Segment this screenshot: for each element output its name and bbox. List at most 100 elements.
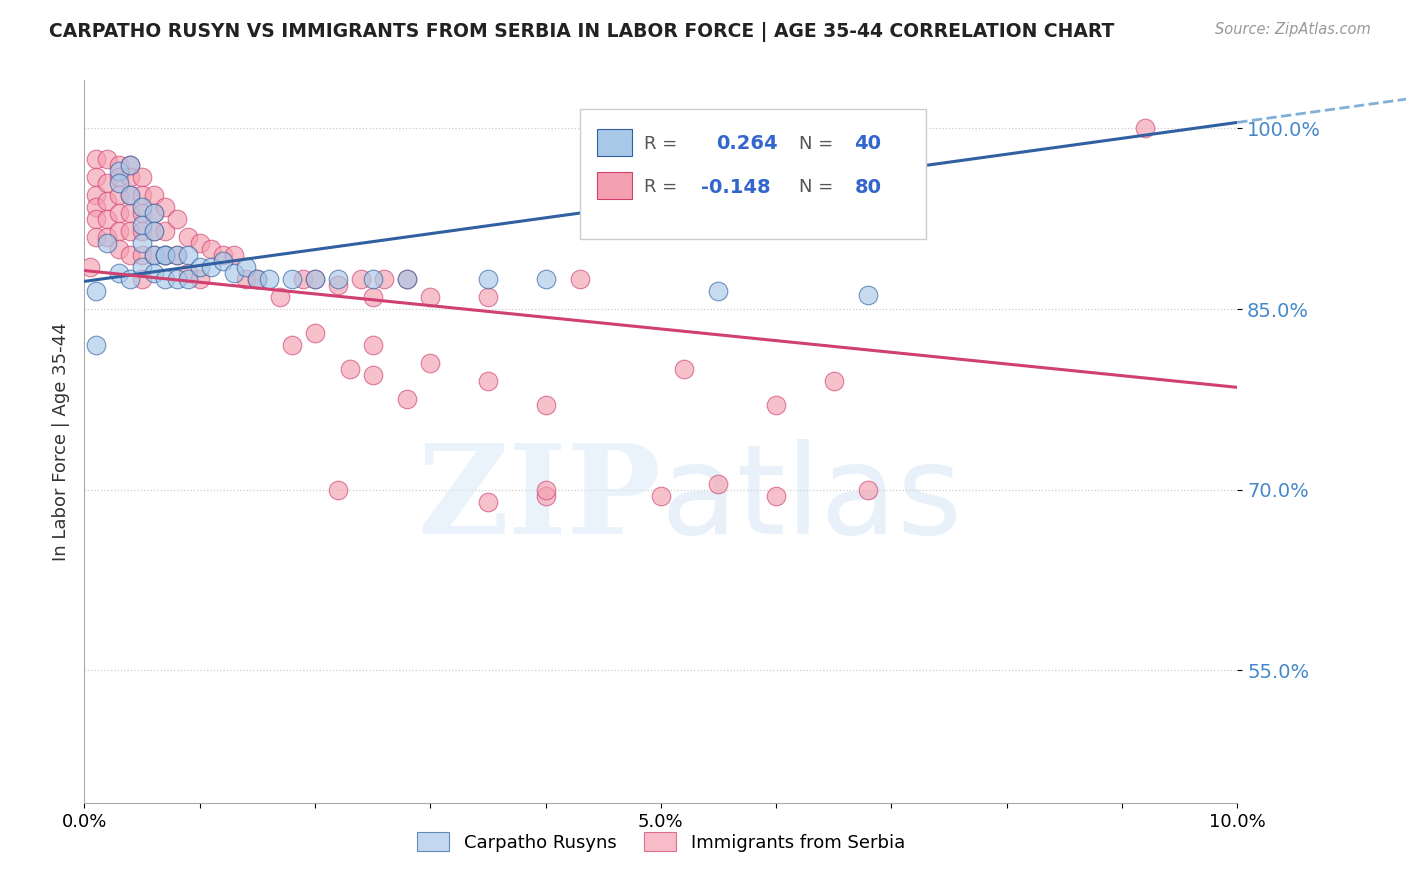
Point xyxy=(361,272,384,286)
Point xyxy=(246,272,269,286)
Point xyxy=(534,272,557,286)
Point xyxy=(142,248,165,262)
Point xyxy=(142,224,165,238)
Point xyxy=(177,272,200,286)
Point xyxy=(108,169,131,184)
Point xyxy=(120,158,142,172)
Point xyxy=(142,205,165,219)
Point xyxy=(246,272,269,286)
Point xyxy=(131,187,153,202)
Bar xyxy=(598,172,633,200)
Text: 0.264: 0.264 xyxy=(716,135,778,153)
Point xyxy=(108,163,131,178)
Point xyxy=(534,489,557,503)
Point xyxy=(153,248,176,262)
Point xyxy=(84,284,107,298)
Point xyxy=(108,266,131,280)
Point xyxy=(361,338,384,352)
Text: Source: ZipAtlas.com: Source: ZipAtlas.com xyxy=(1215,22,1371,37)
Point xyxy=(120,272,142,286)
FancyBboxPatch shape xyxy=(581,109,927,239)
Point xyxy=(142,205,165,219)
Text: -0.148: -0.148 xyxy=(702,178,770,197)
Point xyxy=(707,284,730,298)
Point xyxy=(142,248,165,262)
Point xyxy=(235,272,257,286)
Point xyxy=(120,187,142,202)
Point xyxy=(166,272,188,286)
Text: 80: 80 xyxy=(855,178,882,197)
Point xyxy=(281,272,304,286)
Point xyxy=(84,338,107,352)
Point xyxy=(373,272,395,286)
Point xyxy=(153,272,176,286)
Point xyxy=(211,254,233,268)
Point xyxy=(84,200,107,214)
Point xyxy=(188,272,211,286)
Point xyxy=(96,235,118,250)
Point xyxy=(200,260,222,274)
Point xyxy=(120,224,142,238)
Bar xyxy=(598,128,633,156)
Point xyxy=(326,272,349,286)
Point xyxy=(396,272,419,286)
Point xyxy=(120,187,142,202)
Point xyxy=(188,260,211,274)
Point xyxy=(858,287,880,301)
Point xyxy=(1133,121,1156,136)
Point xyxy=(419,356,441,370)
Point xyxy=(108,158,131,172)
Point xyxy=(765,489,787,503)
Point xyxy=(153,248,176,262)
Point xyxy=(224,266,246,280)
Point xyxy=(257,272,280,286)
Point xyxy=(361,290,384,304)
Point xyxy=(350,272,373,286)
Point xyxy=(304,326,326,341)
Point xyxy=(477,272,499,286)
Text: 40: 40 xyxy=(855,135,882,153)
Point xyxy=(131,272,153,286)
Point xyxy=(166,248,188,262)
Point xyxy=(153,224,176,238)
Point xyxy=(142,187,165,202)
Point xyxy=(120,205,142,219)
Y-axis label: In Labor Force | Age 35-44: In Labor Force | Age 35-44 xyxy=(52,322,70,561)
Point xyxy=(269,290,291,304)
Point xyxy=(131,248,153,262)
Point xyxy=(153,200,176,214)
Point xyxy=(672,362,695,376)
Text: N =: N = xyxy=(799,135,839,153)
Point xyxy=(200,242,222,256)
Point xyxy=(823,375,845,389)
Point xyxy=(96,176,118,190)
Legend: Carpatho Rusyns, Immigrants from Serbia: Carpatho Rusyns, Immigrants from Serbia xyxy=(409,825,912,859)
Point xyxy=(120,158,142,172)
Point xyxy=(281,338,304,352)
Point xyxy=(131,224,153,238)
Point xyxy=(84,230,107,244)
Point xyxy=(108,187,131,202)
Point xyxy=(166,248,188,262)
Point xyxy=(84,152,107,166)
Point xyxy=(131,169,153,184)
Point xyxy=(211,248,233,262)
Point xyxy=(142,224,165,238)
Point xyxy=(477,290,499,304)
Point xyxy=(120,248,142,262)
Point xyxy=(188,235,211,250)
Point xyxy=(153,248,176,262)
Point xyxy=(235,260,257,274)
Text: N =: N = xyxy=(799,178,839,196)
Point xyxy=(326,278,349,293)
Point xyxy=(177,266,200,280)
Point xyxy=(108,205,131,219)
Point xyxy=(177,248,200,262)
Point xyxy=(534,398,557,412)
Point xyxy=(304,272,326,286)
Point xyxy=(79,260,101,274)
Point xyxy=(108,176,131,190)
Text: CARPATHO RUSYN VS IMMIGRANTS FROM SERBIA IN LABOR FORCE | AGE 35-44 CORRELATION : CARPATHO RUSYN VS IMMIGRANTS FROM SERBIA… xyxy=(49,22,1115,42)
Point xyxy=(765,398,787,412)
Text: R =: R = xyxy=(644,178,682,196)
